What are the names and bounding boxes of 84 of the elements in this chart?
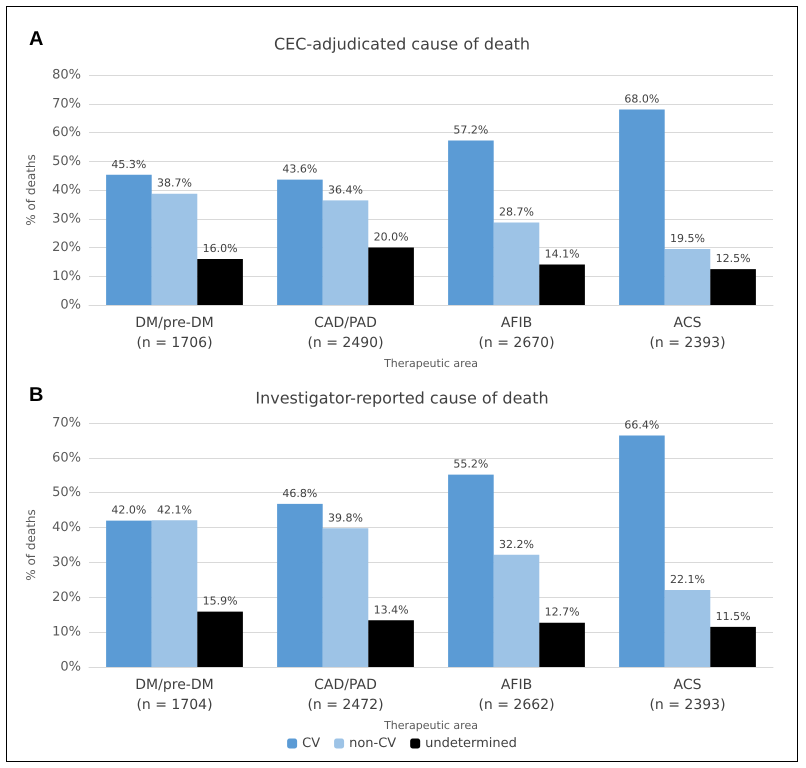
data-label: 68.0% [624,92,660,106]
data-label: 11.5% [716,610,751,623]
bar [664,590,710,667]
y-axis-title: % of deaths [24,154,38,226]
data-label: 36.4% [328,183,363,196]
data-label: 55.2% [453,458,488,471]
y-tick-label: 50% [52,154,81,169]
data-label: 46.8% [282,486,318,500]
data-label: 32.2% [499,538,534,551]
y-tick-label: 30% [52,554,81,570]
y-axis-title: % of deaths [24,509,38,581]
data-label: 19.5% [670,232,705,245]
bar [368,248,414,305]
y-tick-label: 50% [52,485,81,500]
data-label: 45.3% [111,158,146,171]
y-tick-label: 10% [52,624,81,640]
x-tick-label: AFIB (n = 2670) [478,315,555,351]
x-axis-title: Therapeutic area [383,356,478,370]
bar [539,264,585,305]
bar [619,436,665,667]
data-label: 12.7% [544,606,580,619]
bar [710,626,756,667]
legend-label: non-CV [349,736,396,751]
bar [494,554,540,667]
y-tick-label: 70% [52,416,81,430]
x-tick-label: AFIB (n = 2662) [478,677,555,713]
chart-title: Investigator-reported cause of death [255,388,549,408]
y-tick-label: 20% [52,590,81,605]
bar [368,620,414,667]
y-tick-label: 20% [52,240,81,255]
data-label: 20.0% [374,230,409,244]
data-label: 43.6% [282,162,318,176]
x-tick-label: CAD/PAD (n = 2490) [307,315,384,351]
x-axis-title: Therapeutic area [383,718,478,732]
y-tick-label: 70% [52,96,81,112]
x-tick-label: CAD/PAD (n = 2472) [307,677,384,713]
bar [322,200,368,305]
data-label: 57.2% [453,124,488,137]
y-tick-label: 80% [52,68,81,82]
y-tick-label: 10% [52,268,81,284]
y-tick-label: 0% [60,660,81,674]
data-label: 28.7% [499,205,534,218]
y-tick-label: 0% [60,298,81,312]
bar [448,474,494,667]
bar [664,248,710,305]
data-label: 16.0% [202,242,238,255]
legend-label: undetermined [425,736,517,751]
bar [710,269,756,305]
data-label: 13.4% [374,603,409,616]
text: A [29,28,44,50]
bar [106,174,152,305]
text: B [29,384,44,406]
data-label: 42.0% [111,504,146,517]
x-tick-label: ACS (n = 2393) [649,677,726,713]
y-tick-label: 40% [52,182,81,198]
x-tick-label: DM/pre-DM (n = 1704) [135,677,214,713]
data-label: 22.1% [670,572,705,586]
chart-title: CEC-adjudicated cause of death [274,34,530,54]
y-tick-label: 60% [52,450,81,466]
data-label: 12.5% [716,252,751,266]
bar [277,504,323,667]
bar [619,110,665,305]
y-tick-label: 60% [52,125,81,140]
data-label: 15.9% [202,594,238,608]
x-tick-label: DM/pre-DM (n = 1706) [135,315,214,351]
bar [106,520,152,667]
bar [322,528,368,667]
bar [277,180,323,305]
bar [152,194,198,305]
data-label: 14.1% [544,247,580,260]
data-label: 66.4% [624,418,660,432]
bar [197,612,243,667]
bar [197,259,243,305]
bar [152,520,198,667]
bar [539,622,585,667]
bar [494,222,540,305]
data-label: 39.8% [328,511,363,524]
y-tick-label: 30% [52,211,81,226]
y-tick-label: 40% [52,520,81,536]
bar [448,140,494,305]
legend-label: CV [302,736,320,751]
data-label: 42.1% [157,503,192,516]
x-tick-label: ACS (n = 2393) [649,315,726,351]
data-label: 38.7% [157,176,192,190]
